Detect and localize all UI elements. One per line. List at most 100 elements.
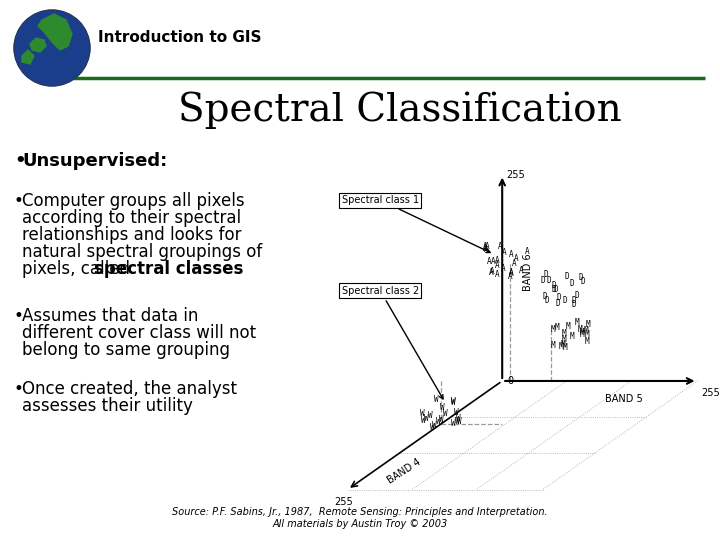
Text: W: W [431,423,435,432]
Text: Spectral class 2: Spectral class 2 [341,286,443,399]
Text: A: A [482,242,487,251]
Text: W: W [432,421,436,430]
Text: W: W [456,414,461,423]
Text: A: A [495,261,499,271]
Text: A: A [490,256,495,266]
Text: M: M [551,325,555,334]
Text: D: D [553,285,558,294]
Text: D: D [541,276,546,285]
Text: Spectral Classification: Spectral Classification [178,91,622,129]
Text: relationships and looks for: relationships and looks for [22,226,241,244]
Text: D: D [570,279,574,288]
Text: D: D [579,273,583,282]
Text: natural spectral groupings of: natural spectral groupings of [22,243,262,261]
Text: A: A [495,256,500,265]
Text: Assumes that data in: Assumes that data in [22,307,199,325]
Text: D: D [544,270,548,279]
Text: A: A [519,266,523,275]
Text: A: A [490,267,495,276]
Text: D: D [551,281,556,290]
Text: A: A [487,257,492,266]
Text: M: M [570,332,575,341]
Text: 0: 0 [507,376,513,386]
Text: •: • [14,192,24,210]
Text: M: M [578,325,582,334]
Text: M: M [551,341,555,350]
Text: D: D [580,277,585,286]
Text: W: W [420,409,424,418]
Text: M: M [586,320,590,329]
Polygon shape [30,38,46,52]
Text: D: D [552,285,557,294]
Text: W: W [421,416,426,425]
Text: belong to same grouping: belong to same grouping [22,341,230,359]
Text: 255: 255 [701,388,720,398]
Text: W: W [443,409,448,418]
Text: •: • [14,152,26,170]
Text: M: M [584,330,589,339]
Text: M: M [583,326,588,335]
Text: M: M [579,328,584,336]
Text: assesses their utility: assesses their utility [22,397,193,415]
Text: M: M [585,337,590,346]
Text: W: W [433,395,438,404]
Text: A: A [502,248,507,257]
Text: W: W [451,418,455,428]
Text: BAND 6: BAND 6 [523,254,533,291]
Text: •: • [14,380,24,398]
Text: M: M [562,335,567,344]
Text: •: • [14,307,24,325]
Text: W: W [451,398,456,407]
Text: A: A [483,244,487,253]
Text: A: A [484,245,489,254]
Text: M: M [562,343,567,352]
Text: 255: 255 [506,170,525,180]
Text: different cover class will not: different cover class will not [22,324,256,342]
Text: A: A [508,272,513,281]
Text: D: D [542,292,547,301]
Text: Computer groups all pixels: Computer groups all pixels [22,192,245,210]
Polygon shape [22,50,34,64]
Text: BAND 5: BAND 5 [606,394,643,403]
Text: A: A [514,254,519,263]
Text: A: A [512,259,517,268]
Text: W: W [438,415,444,424]
Text: W: W [457,416,462,426]
Text: pixels, called: pixels, called [22,260,135,278]
Text: D: D [555,299,559,307]
Text: D: D [544,296,549,305]
Text: M: M [580,329,584,339]
Text: D: D [572,300,577,309]
Text: A: A [508,251,513,259]
Text: Spectral class 1: Spectral class 1 [341,195,490,253]
Text: A: A [485,242,489,252]
Text: W: W [451,397,456,406]
Text: A: A [489,268,493,277]
Text: A: A [509,269,513,278]
Text: M: M [575,318,579,327]
Text: according to their spectral: according to their spectral [22,209,241,227]
Text: D: D [575,291,579,300]
Text: M: M [554,323,559,332]
Text: D: D [565,272,570,281]
Text: M: M [562,329,567,338]
Text: Unsupervised:: Unsupervised: [22,152,167,170]
Text: A: A [495,270,500,279]
Text: W: W [428,411,433,420]
Text: D: D [546,276,551,285]
Text: A: A [509,268,513,277]
Text: M: M [565,322,570,330]
Text: A: A [501,264,505,273]
Text: D: D [563,296,567,305]
Text: Source: P.F. Sabins, Jr., 1987,  Remote Sensing: Principles and Interpretation.
: Source: P.F. Sabins, Jr., 1987, Remote S… [172,507,548,529]
Text: Introduction to GIS: Introduction to GIS [98,30,261,45]
Text: W: W [455,417,459,426]
Text: spectral classes: spectral classes [94,260,243,278]
Text: A: A [525,247,529,256]
Text: A: A [498,242,503,252]
Text: D: D [557,293,561,302]
Text: W: W [424,414,428,423]
Text: D: D [572,296,577,305]
Text: W: W [436,417,440,427]
Text: BAND 4: BAND 4 [386,457,423,486]
